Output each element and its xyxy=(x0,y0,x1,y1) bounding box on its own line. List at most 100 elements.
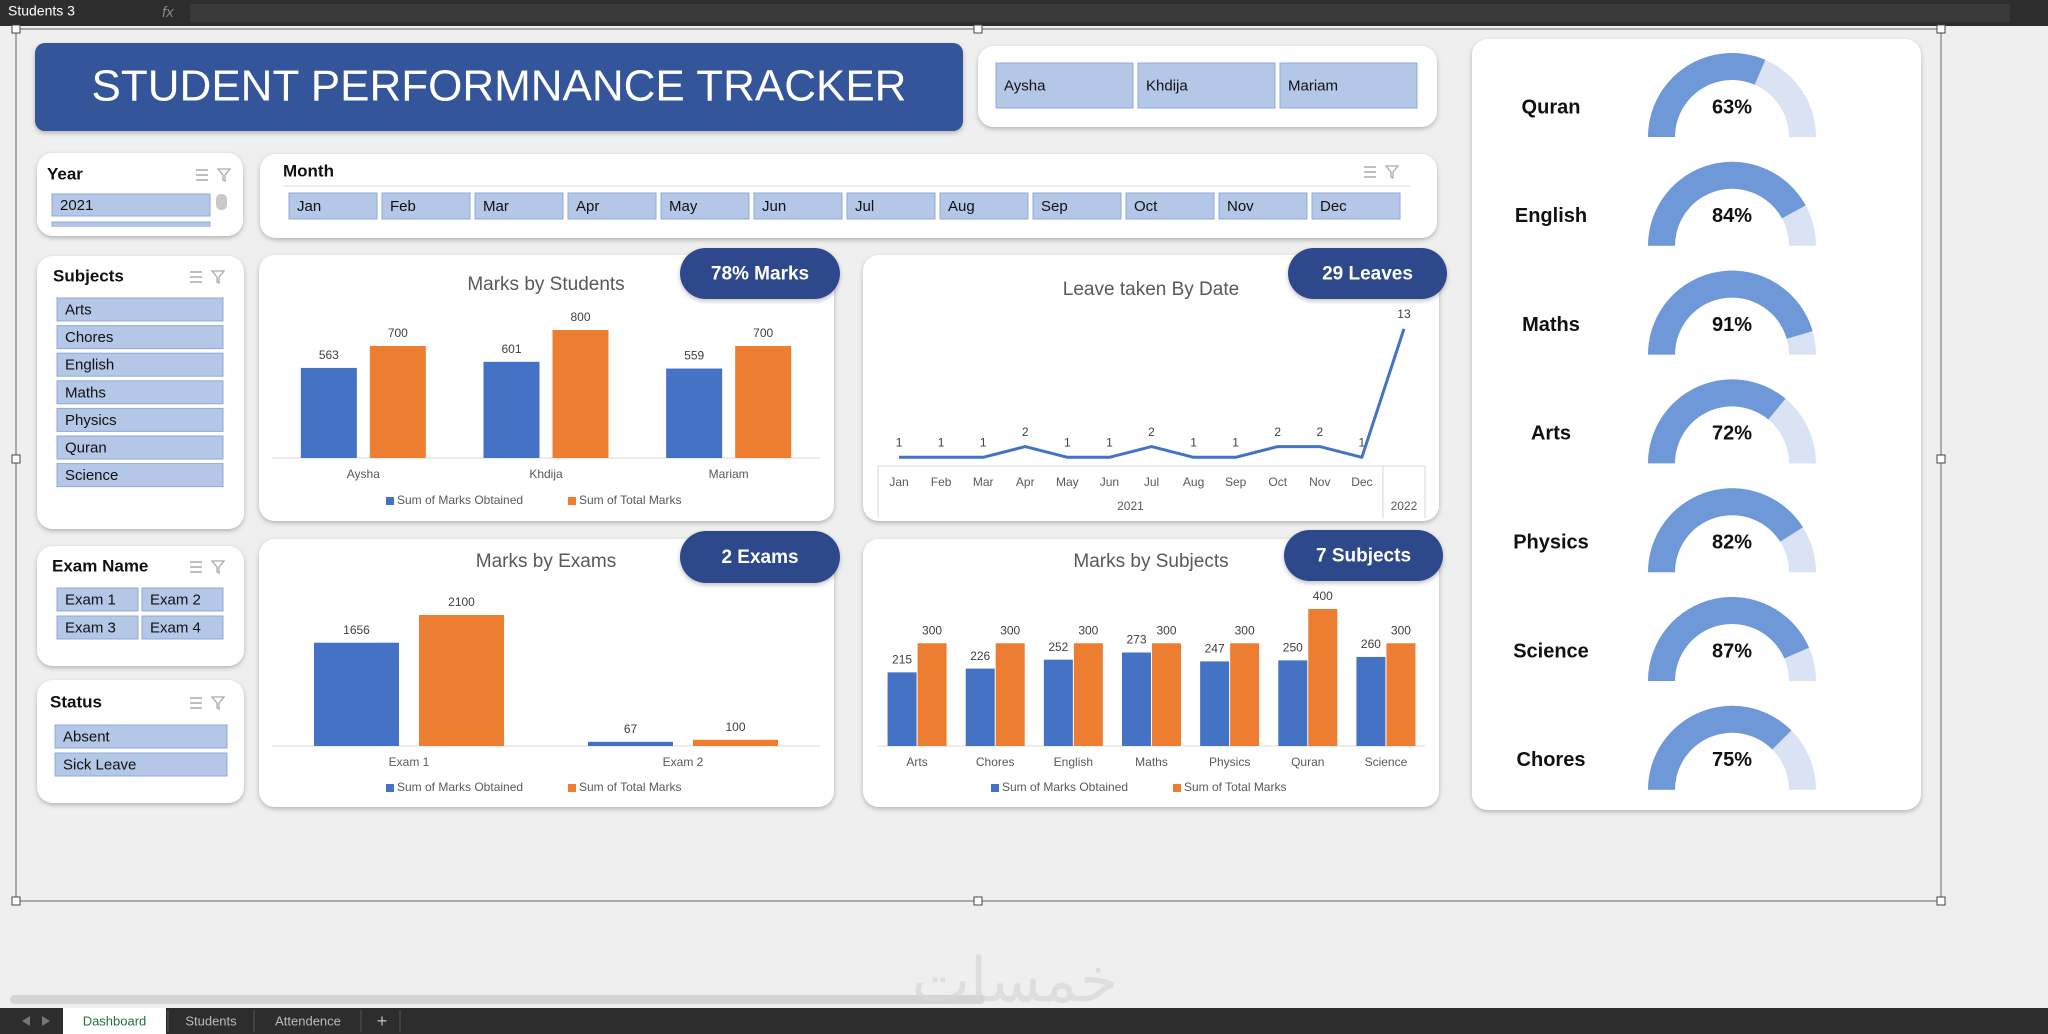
slicer-item-label: Jul xyxy=(855,198,874,215)
slicer-button[interactable] xyxy=(939,192,1029,220)
slicer-title: Status xyxy=(50,692,102,711)
slicer-item-label: Sep xyxy=(1041,198,1068,215)
data-label: 1656 xyxy=(343,623,370,637)
gauge-label: Quran xyxy=(1522,96,1581,118)
selection-handle[interactable] xyxy=(11,454,21,464)
sheet-tab-label: Attendence xyxy=(275,1013,341,1028)
slicer-item-label: English xyxy=(65,357,114,374)
slicer-clear-icon[interactable] xyxy=(210,696,226,711)
data-label: 300 xyxy=(922,623,942,637)
tab-scroll-arrows[interactable] xyxy=(22,1016,50,1026)
year-list: 2021 2022 xyxy=(51,193,211,244)
x-tick-label: Exam 1 xyxy=(389,755,430,769)
bar xyxy=(1152,643,1181,746)
slicer-button[interactable] xyxy=(1125,192,1215,220)
slicer-button[interactable] xyxy=(51,221,211,244)
slicer-button[interactable] xyxy=(141,615,224,640)
sheet-tab[interactable] xyxy=(366,1008,398,1034)
gauge-value-label: 87% xyxy=(1712,640,1752,662)
selection-handle[interactable] xyxy=(1936,24,1946,34)
slicer-button[interactable] xyxy=(56,463,224,488)
slicer-button[interactable] xyxy=(1279,62,1418,109)
gauge-label: Chores xyxy=(1517,749,1586,771)
selection-handle[interactable] xyxy=(11,24,21,34)
slicer-button[interactable] xyxy=(56,297,224,322)
slicer-button[interactable] xyxy=(56,352,224,377)
slicer-button[interactable] xyxy=(141,587,224,612)
slicer-clear-icon[interactable] xyxy=(210,560,226,575)
slicer-title: Subjects xyxy=(53,266,124,285)
bar xyxy=(552,330,609,458)
slicer-button[interactable] xyxy=(567,192,657,220)
formula-input[interactable] xyxy=(190,4,2010,22)
slicer-item-label: Quran xyxy=(65,439,107,456)
slicer-button[interactable] xyxy=(54,752,228,777)
slicer-button[interactable] xyxy=(1137,62,1276,109)
slicer-button[interactable] xyxy=(56,615,139,640)
selection-handle[interactable] xyxy=(973,896,983,906)
scrollbar[interactable] xyxy=(10,995,985,1004)
data-label: 2 xyxy=(1022,425,1029,439)
selection-handle[interactable] xyxy=(11,896,21,906)
slicer-button[interactable] xyxy=(753,192,843,220)
gauge-label: Arts xyxy=(1531,423,1571,445)
selection-handle[interactable] xyxy=(1936,454,1946,464)
slicer-item-label: Science xyxy=(65,467,118,484)
x-tick-label: Feb xyxy=(931,475,952,489)
bar xyxy=(369,346,426,458)
data-label: 800 xyxy=(570,310,590,324)
slicer-multiselect-icon[interactable] xyxy=(196,169,208,181)
slicer-button[interactable] xyxy=(1311,192,1401,220)
slicer-button[interactable] xyxy=(474,192,564,220)
data-label: 2 xyxy=(1274,425,1281,439)
legend-label: Sum of Total Marks xyxy=(579,493,681,507)
x-group-label: 2021 xyxy=(1117,499,1144,513)
slicer-button[interactable] xyxy=(56,407,224,432)
slicer-item-label: Oct xyxy=(1134,198,1158,215)
data-label: 700 xyxy=(388,326,408,340)
year-scrollbar[interactable] xyxy=(216,194,227,210)
sheet-tab[interactable] xyxy=(170,1008,252,1034)
bar xyxy=(314,642,399,746)
slicer-button[interactable] xyxy=(56,380,224,405)
slicer-multiselect-icon[interactable] xyxy=(190,697,202,709)
slicer-multiselect-icon[interactable] xyxy=(190,561,202,573)
selection-handle[interactable] xyxy=(973,24,983,34)
slicer-clear-icon[interactable] xyxy=(1384,165,1400,180)
gauge-value xyxy=(1648,379,1786,464)
data-label: 247 xyxy=(1205,642,1225,656)
sheet-tab[interactable] xyxy=(257,1008,359,1034)
bar xyxy=(666,368,723,458)
bar xyxy=(693,739,778,746)
slicer-button[interactable] xyxy=(56,587,139,612)
slicer-button[interactable] xyxy=(846,192,936,220)
x-tick-label: Jun xyxy=(1100,475,1119,489)
slicer-multiselect-icon[interactable] xyxy=(1364,166,1376,178)
selection-handle[interactable] xyxy=(1936,896,1946,906)
slicer-button[interactable] xyxy=(660,192,750,220)
slicer-button[interactable] xyxy=(288,192,378,220)
slicer-multiselect-icon[interactable] xyxy=(190,271,202,283)
slicer-clear-icon[interactable] xyxy=(216,168,232,183)
data-label: 1 xyxy=(1064,435,1071,449)
slicer-button[interactable] xyxy=(381,192,471,220)
x-tick-label: Maths xyxy=(1135,755,1168,769)
slicer-button[interactable] xyxy=(995,62,1134,109)
line xyxy=(899,328,1406,459)
slicer-button[interactable] xyxy=(56,325,224,350)
gauge-value xyxy=(1648,52,1766,137)
slicer-clear-icon[interactable] xyxy=(210,270,226,285)
slicer-button[interactable] xyxy=(51,193,211,217)
slicer-item-label: Exam 1 xyxy=(65,591,116,608)
active-tab[interactable] xyxy=(63,1008,166,1034)
data-label: 1 xyxy=(1359,435,1366,449)
slicer-button[interactable] xyxy=(56,435,224,460)
data-label: 215 xyxy=(892,653,912,667)
slicer-title: Year xyxy=(47,164,83,183)
slicer-item-label: Khdija xyxy=(1146,77,1188,94)
slicer-item-label: Jun xyxy=(762,198,786,215)
slicer-button[interactable] xyxy=(1032,192,1122,220)
x-tick-label: Apr xyxy=(1016,475,1035,489)
slicer-button[interactable] xyxy=(54,724,228,749)
slicer-button[interactable] xyxy=(1218,192,1308,220)
